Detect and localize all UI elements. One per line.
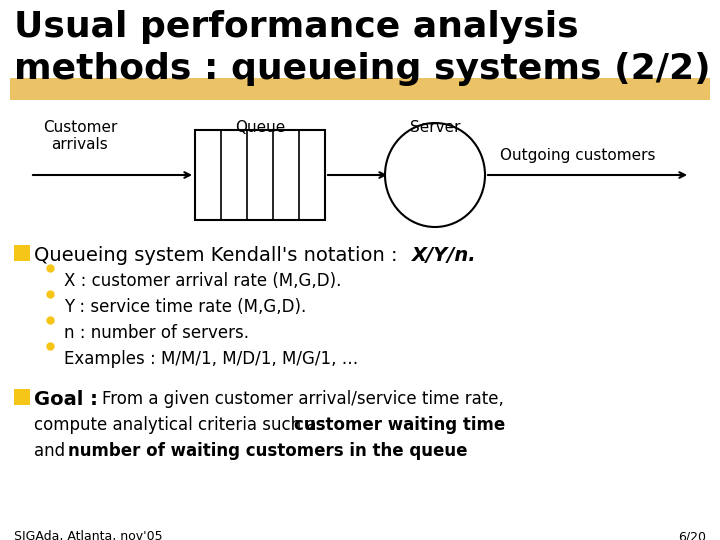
Text: Examples : M/M/1, M/D/1, M/G/1, …: Examples : M/M/1, M/D/1, M/G/1, … [64,350,359,368]
Text: number of waiting customers in the queue: number of waiting customers in the queue [68,442,467,460]
Text: methods : queueing systems (2/2): methods : queueing systems (2/2) [14,52,711,86]
Text: Usual performance analysis: Usual performance analysis [14,10,579,44]
Bar [195,130,325,220]
Text: .: . [424,442,429,460]
Text: Server: Server [410,120,460,135]
Text: From a given customer arrival/service time rate,: From a given customer arrival/service ti… [102,390,504,408]
Text: SIGAda, Atlanta, nov'05: SIGAda, Atlanta, nov'05 [14,530,163,540]
Text: Outgoing customers: Outgoing customers [500,148,655,163]
Text: Y : service time rate (M,G,D).: Y : service time rate (M,G,D). [64,298,306,316]
Text: Customer
arrivals: Customer arrivals [42,120,117,152]
Text: and: and [34,442,71,460]
Text: Queue: Queue [235,120,285,135]
Bar [10,78,710,100]
Text: 6/20: 6/20 [678,530,706,540]
Text: X/Y/n.: X/Y/n. [412,246,477,265]
Text: Queueing system Kendall's notation :: Queueing system Kendall's notation : [34,246,404,265]
Text: n : number of servers.: n : number of servers. [64,324,249,342]
Bar [14,389,30,405]
Text: X : customer arrival rate (M,G,D).: X : customer arrival rate (M,G,D). [64,272,341,290]
Text: Goal :: Goal : [34,390,104,409]
Text: compute analytical criteria such as: compute analytical criteria such as [34,416,330,434]
Ellipse shape [385,123,485,227]
Bar [14,245,30,261]
Text: customer waiting time: customer waiting time [294,416,505,434]
